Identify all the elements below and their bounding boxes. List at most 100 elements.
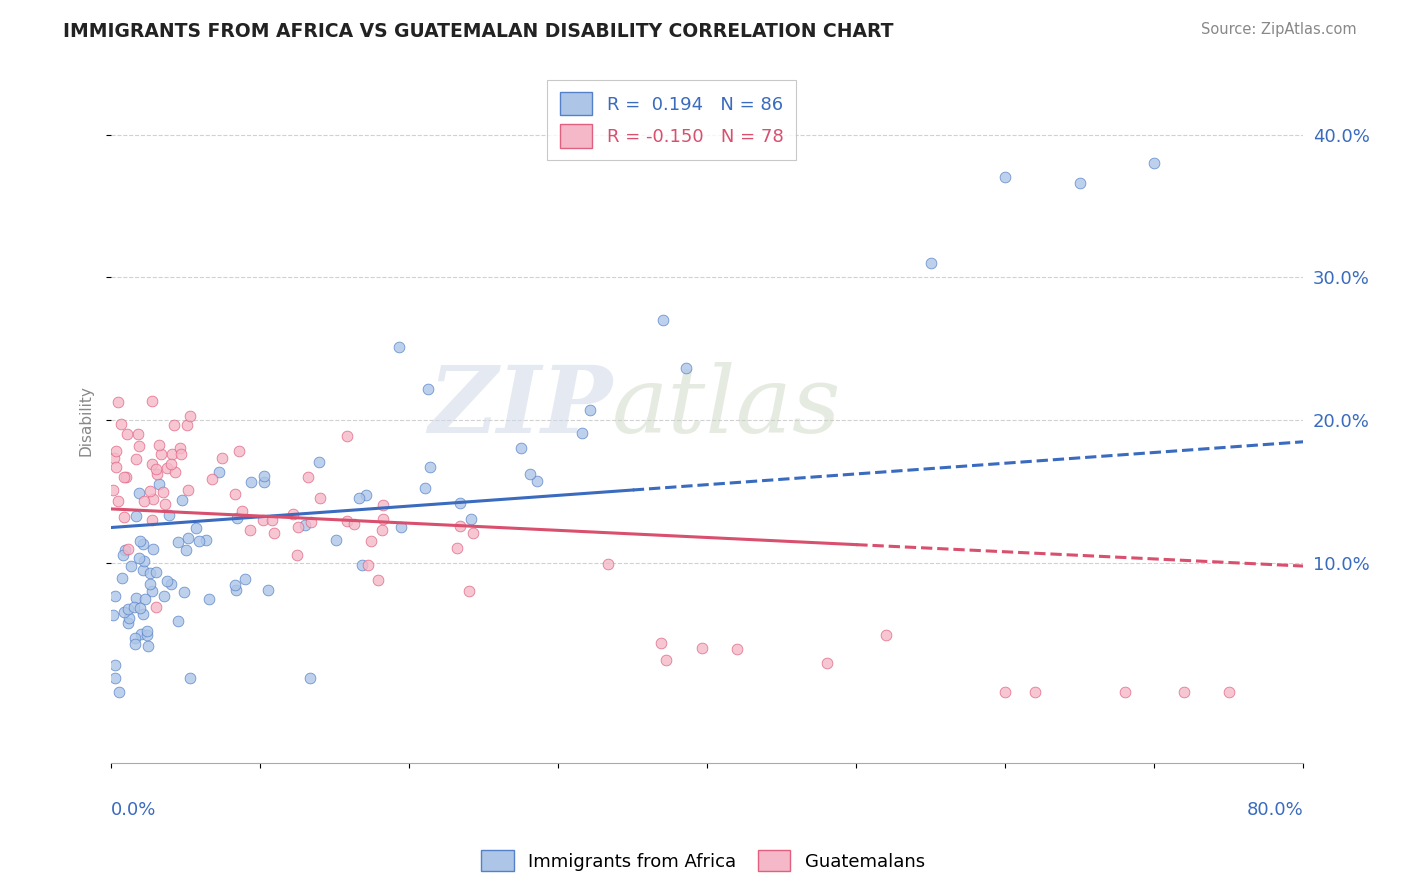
Point <box>325 533 347 548</box>
Point <box>224 578 246 592</box>
Point <box>416 382 439 396</box>
Point <box>650 636 672 650</box>
Point <box>225 511 247 525</box>
Point <box>170 447 193 461</box>
Point <box>159 457 181 471</box>
Point <box>367 573 389 587</box>
Point <box>208 465 231 479</box>
Point <box>145 600 167 615</box>
Point <box>142 541 165 556</box>
Legend: R =  0.194   N = 86, R = -0.150   N = 78: R = 0.194 N = 86, R = -0.150 N = 78 <box>547 79 796 161</box>
Point <box>103 450 125 465</box>
Point <box>152 589 174 603</box>
Point <box>920 256 942 270</box>
Point <box>107 685 129 699</box>
Point <box>371 512 394 526</box>
Point <box>107 395 129 409</box>
Point <box>371 498 394 512</box>
Point <box>135 624 157 639</box>
Point <box>224 487 246 501</box>
Point <box>655 653 678 667</box>
Point <box>308 491 330 505</box>
Point <box>131 563 153 577</box>
Point <box>343 516 366 531</box>
Point <box>104 444 127 458</box>
Point <box>104 589 127 603</box>
Point <box>356 558 378 573</box>
Point <box>124 591 146 605</box>
Point <box>815 657 838 671</box>
Point <box>519 467 541 482</box>
Point <box>159 577 181 591</box>
Point <box>118 611 141 625</box>
Point <box>188 534 211 549</box>
Text: 80.0%: 80.0% <box>1247 801 1303 819</box>
Point <box>360 534 382 549</box>
Point <box>128 486 150 500</box>
Point <box>122 599 145 614</box>
Point <box>419 459 441 474</box>
Text: atlas: atlas <box>612 361 841 451</box>
Point <box>139 566 162 580</box>
Point <box>128 551 150 566</box>
Point <box>111 571 134 585</box>
Point <box>336 429 359 443</box>
Text: 0.0%: 0.0% <box>111 801 156 819</box>
Point <box>1143 156 1166 170</box>
Point <box>115 427 138 442</box>
Point <box>167 614 190 628</box>
Point <box>142 491 165 506</box>
Point <box>169 441 191 455</box>
Point <box>371 524 394 538</box>
Point <box>461 526 484 541</box>
Point <box>690 640 713 655</box>
Text: ZIP: ZIP <box>427 361 612 451</box>
Point <box>114 543 136 558</box>
Point <box>725 642 748 657</box>
Point <box>389 520 412 534</box>
Point <box>105 459 128 474</box>
Point <box>101 607 124 622</box>
Point <box>256 582 278 597</box>
Point <box>352 558 374 573</box>
Point <box>239 475 262 490</box>
Point <box>449 495 471 509</box>
Point <box>875 627 897 641</box>
Point <box>388 340 411 354</box>
Point <box>294 517 316 532</box>
Point <box>1114 685 1136 699</box>
Y-axis label: Disability: Disability <box>79 385 93 456</box>
Point <box>112 549 135 563</box>
Point <box>198 592 221 607</box>
Point <box>994 170 1017 185</box>
Point <box>252 513 274 527</box>
Point <box>112 510 135 524</box>
Point <box>1069 176 1091 190</box>
Point <box>115 469 138 483</box>
Point <box>1173 685 1195 699</box>
Point <box>134 554 156 568</box>
Point <box>129 533 152 548</box>
Point <box>136 628 159 642</box>
Point <box>170 493 193 508</box>
Point <box>253 468 276 483</box>
Point <box>110 417 132 431</box>
Point <box>285 548 308 562</box>
Point <box>446 541 468 555</box>
Point <box>153 497 176 511</box>
Point <box>125 508 148 523</box>
Point <box>1218 685 1240 699</box>
Point <box>156 574 179 588</box>
Point <box>263 525 285 540</box>
Point <box>596 558 619 572</box>
Point <box>128 439 150 453</box>
Point <box>124 631 146 645</box>
Point <box>179 409 201 424</box>
Point <box>141 513 163 527</box>
Point <box>174 542 197 557</box>
Point <box>458 583 481 598</box>
Point <box>136 640 159 654</box>
Point <box>225 582 247 597</box>
Point <box>152 484 174 499</box>
Point <box>299 671 322 685</box>
